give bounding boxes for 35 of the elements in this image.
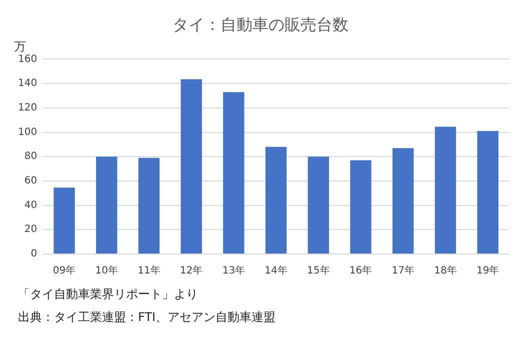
x-tick-label: 10年 [95, 264, 118, 277]
bar [180, 79, 202, 254]
x-tick-label: 17年 [392, 264, 414, 277]
y-tick-label: 80 [24, 151, 38, 162]
bar [477, 131, 498, 254]
y-tick-label: 60 [24, 176, 38, 187]
bar [138, 158, 160, 254]
text: 「タイ自動車業界リポート」より [18, 286, 199, 303]
x-tick-label: 12年 [180, 264, 203, 277]
bar [96, 156, 118, 254]
y-tick-label: 140 [18, 78, 38, 90]
x-tick-label: 19年 [476, 264, 500, 277]
y-tick-label: 20 [24, 224, 38, 236]
bar [350, 160, 372, 254]
y-tick-label: 160 [18, 54, 38, 65]
y-tick-label: 120 [18, 102, 38, 114]
x-tick-label: 18年 [434, 264, 457, 277]
chart-title: タイ：自動車の販売台数 [172, 14, 348, 34]
x-tick-label: 14年 [264, 264, 288, 277]
bar [392, 148, 414, 254]
x-tick-label: 16年 [349, 264, 372, 277]
y-axis-title: 万 [14, 39, 26, 54]
x-tick-label: 15年 [307, 264, 330, 277]
x-tick-label: 13年 [222, 264, 246, 277]
bar [434, 126, 456, 254]
x-tick-label: 09年 [52, 264, 76, 277]
bar [223, 92, 244, 254]
source-note: 出典：タイ工業連盟：FTI、アセアン自動車連盟 [18, 309, 277, 326]
bar [308, 156, 329, 254]
y-tick-label: 40 [24, 200, 38, 211]
x-tick-label: 11年 [138, 264, 160, 277]
y-tick-label: 0 [30, 248, 38, 260]
bar [54, 188, 75, 254]
bar [265, 146, 287, 254]
y-tick-label: 100 [18, 126, 38, 138]
